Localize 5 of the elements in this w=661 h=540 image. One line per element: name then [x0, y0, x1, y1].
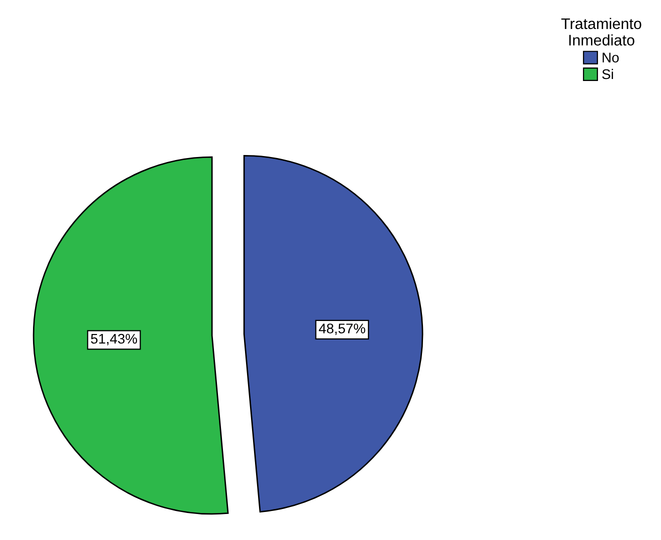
data-label: 51,43%	[90, 334, 138, 346]
legend-label: Si	[602, 68, 613, 80]
data-label: 48,57%	[318, 324, 366, 336]
legend-title: Tratamiento Inmediato	[561, 18, 642, 46]
legend-label: No	[602, 52, 619, 62]
